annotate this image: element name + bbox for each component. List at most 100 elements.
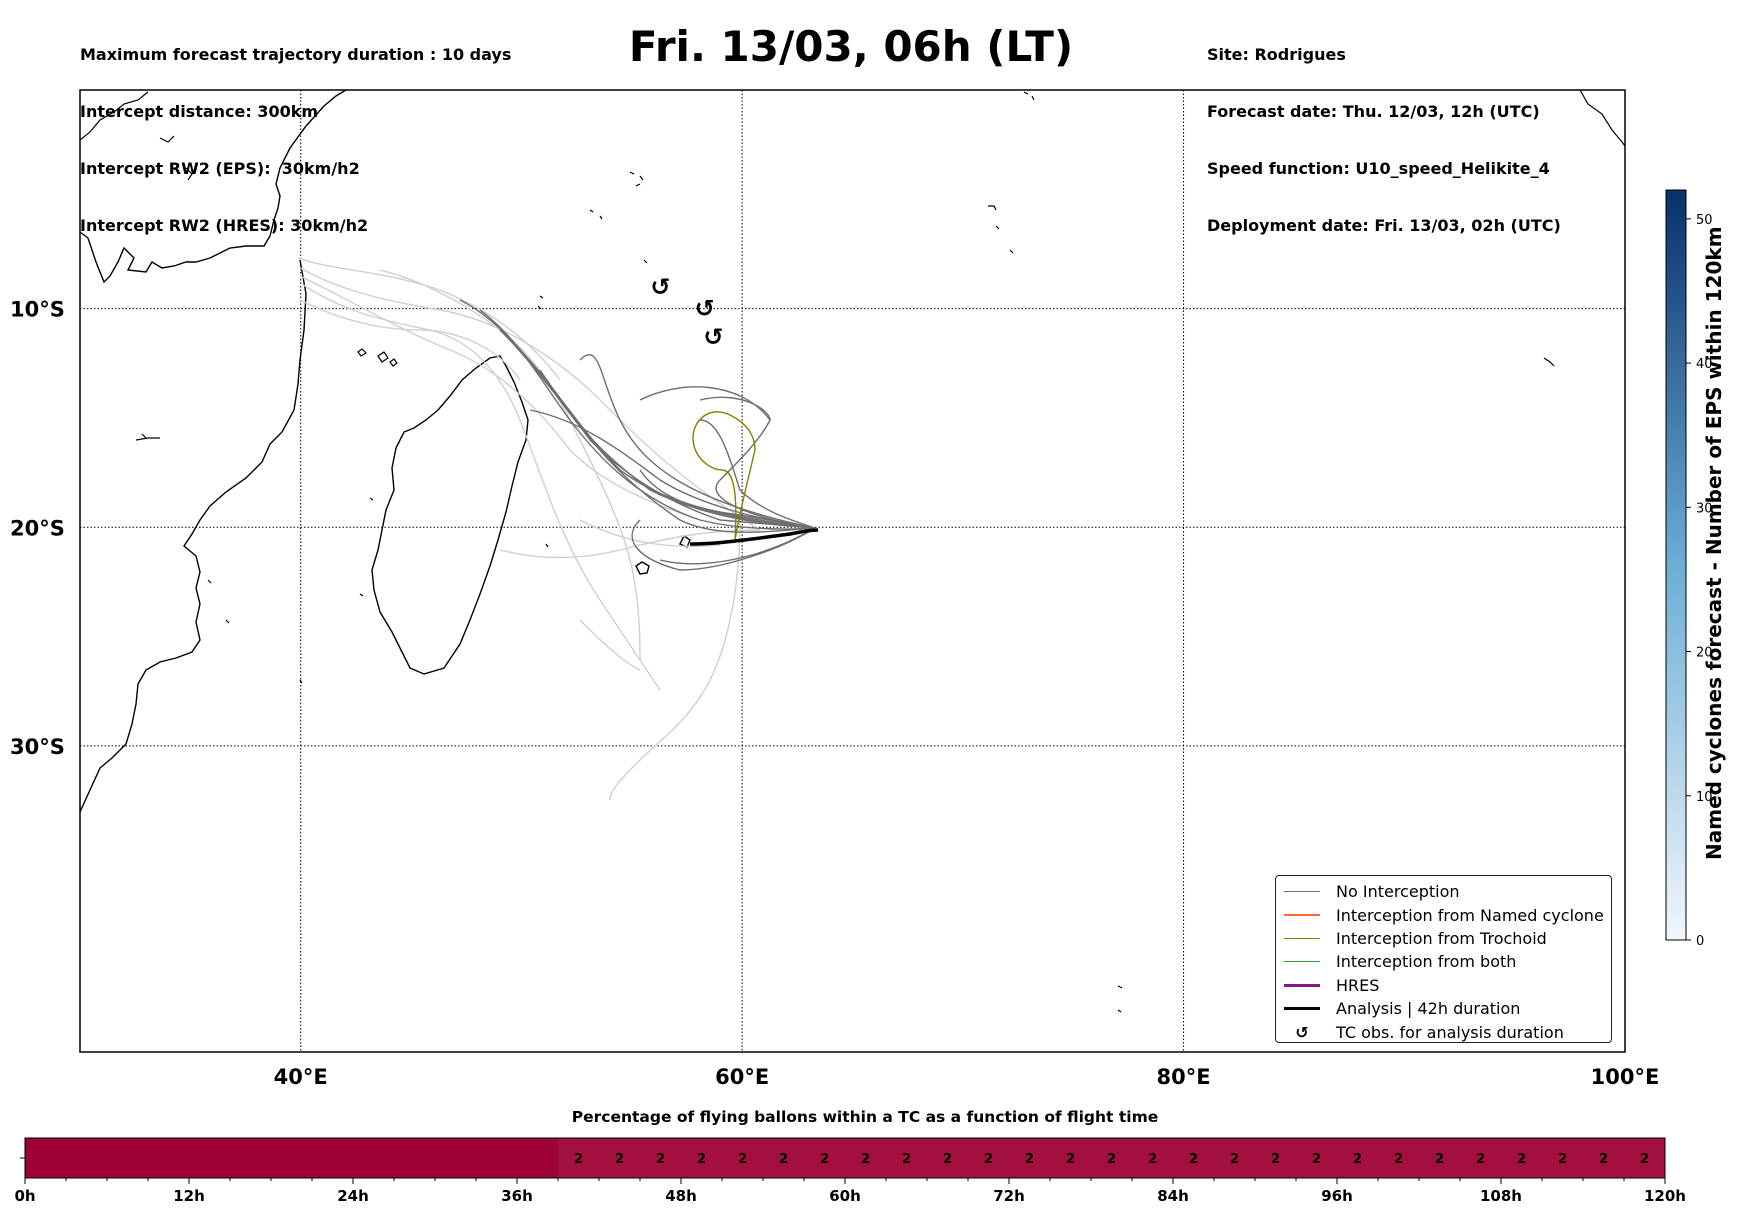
legend-line [1284,891,1320,893]
strip-tick-label: 36h [501,1187,533,1205]
legend-line [1284,914,1320,916]
strip-cell-value: 2 [1107,1152,1116,1167]
legend-label: HRES [1336,975,1380,995]
header-right-line: Deployment date: Fri. 13/03, 02h (UTC) [1207,216,1561,235]
legend-item: Interception from Trochoid [1282,927,1611,950]
legend-swatch [1282,980,1322,990]
strip-cell [1173,1138,1215,1178]
strip-tick-label: 60h [829,1187,861,1205]
latitude-labels: 10°S 20°S 30°S [10,298,65,759]
eps-trajectory-light [297,257,561,381]
eps-trajectory-no-interception [539,369,816,529]
strip-cell [886,1138,928,1178]
seychelles-islands [537,91,1035,310]
strip-cells: 2 2 2 2 2 2 2 2 2 2 2 2 2 2 2 2 2 2 2 2 2 2 2 2 2 2 2 [25,1138,1666,1178]
strip-cell-value: 2 [984,1152,993,1167]
strip-cell [1460,1138,1502,1178]
strip-cell-value: 2 [738,1152,747,1167]
strip-cell-zero [25,1138,558,1178]
legend-swatch [1282,1004,1322,1014]
eps-trajectory-no-interception [639,386,816,529]
strip-cell [1214,1138,1256,1178]
header-left-line: Intercept distance: 300km [80,102,319,121]
legend-line [1284,937,1320,940]
strip-tick-label: 48h [665,1187,697,1205]
strip-cell [1050,1138,1092,1178]
strip-cell-value: 2 [1353,1152,1362,1167]
strip-cell [558,1138,600,1178]
strip-cell [927,1138,969,1178]
lon-tick-label: 40°E [274,1065,328,1089]
colorbar-tick-label: 20 [1696,646,1713,661]
flight-time-strip: 2 2 2 2 2 2 2 2 2 2 2 2 2 2 2 2 2 2 2 2 2 2 2 2 2 2 2 0h 12h 24h 36h 4… [14,1137,1686,1205]
header-left-line: Maximum forecast trajectory duration : 1… [80,45,512,64]
eps-trajectory-no-interception [699,396,771,421]
strip-cell [1501,1138,1543,1178]
strip-cell-value: 2 [902,1152,911,1167]
strip-tick-label: 72h [993,1187,1025,1205]
strip-cell-value: 2 [697,1152,706,1167]
legend-label: No Interception [1336,882,1460,902]
strip-cell [804,1138,846,1178]
legend-label: Interception from Trochoid [1336,928,1547,948]
strip-cell-value: 2 [1025,1152,1034,1167]
legend-line [1284,1006,1320,1011]
colorbar-tick-label: 30 [1696,501,1713,516]
eps-trajectory-light [499,529,761,559]
strip-cell-value: 2 [1640,1152,1649,1167]
map-plot-area: ↺↺↺ [80,90,1625,1052]
header-left-line: Intercept RW2 (EPS): 30km/h2 [80,159,360,178]
header-right-line: Forecast date: Thu. 12/03, 12h (UTC) [1207,102,1540,121]
strip-cell-value: 2 [1230,1152,1239,1167]
madagascar-west-islets [135,433,1123,1013]
eps-trajectory-no-interception [519,349,816,529]
trajectory-interception-trochoid [692,411,756,541]
legend-item: Interception from Named cyclone [1282,903,1611,926]
legend-item: No Interception [1282,880,1611,903]
legend-label: Analysis | 42h duration [1336,999,1521,1019]
colorbar-tick-label: 10 [1696,790,1713,805]
legend-line [1284,961,1320,963]
header-right-line: Site: Rodrigues [1207,45,1346,64]
analysis-track-line [689,528,819,546]
tc-observations: ↺↺↺ [650,273,723,351]
page-title: Fri. 13/03, 06h (LT) [628,22,1074,71]
eps-trajectory-no-interception [459,299,816,533]
legend-item: ↺ TC obs. for analysis duration [1282,1020,1611,1043]
strip-cell [599,1138,641,1178]
longitude-labels: 40°E 60°E 80°E 100°E [274,1065,1660,1089]
strip-cell [845,1138,887,1178]
strip-cell-value: 2 [1476,1152,1485,1167]
lat-tick-label: 20°S [10,516,65,540]
strip-cell [640,1138,682,1178]
legend-label: TC obs. for analysis duration [1336,1022,1564,1042]
lon-tick-label: 100°E [1591,1065,1660,1089]
strip-cell [1337,1138,1379,1178]
strip-tick-label: 108h [1480,1187,1522,1205]
strip-tick-label: 12h [173,1187,205,1205]
strip-cell-value: 2 [779,1152,788,1167]
legend-label: Interception from both [1336,952,1517,972]
strip-cell-value: 2 [861,1152,870,1167]
eps-trajectory-light [299,299,521,381]
eps-trajectory-no-interception [659,527,816,565]
analysis-trajectory [689,528,819,546]
strip-tick-label: 24h [337,1187,369,1205]
eps-trajectory-no-interception [699,419,816,529]
map-frame [79,89,1626,1053]
eps-trajectory-light [299,267,761,531]
eps-trajectory-no-interception [499,329,816,529]
strip-cell [1009,1138,1051,1178]
strip-cell-value: 2 [1066,1152,1075,1167]
eps-trajectory-light [299,275,701,521]
tc-obs-icon: ↺ [1295,1022,1309,1042]
strip-cell-value: 2 [1271,1152,1280,1167]
strip-cell-value: 2 [1148,1152,1157,1167]
madagascar-island [371,355,529,675]
strip-cell-value: 2 [1435,1152,1444,1167]
strip-cell-value: 2 [1517,1152,1526,1167]
strip-cell [1419,1138,1461,1178]
strip-ticks: 0h 12h 24h 36h 48h 60h 72h 84h 96h 108h 120h [14,1178,1686,1205]
map-legend: No Interception Interception from Named c… [1275,875,1612,1043]
